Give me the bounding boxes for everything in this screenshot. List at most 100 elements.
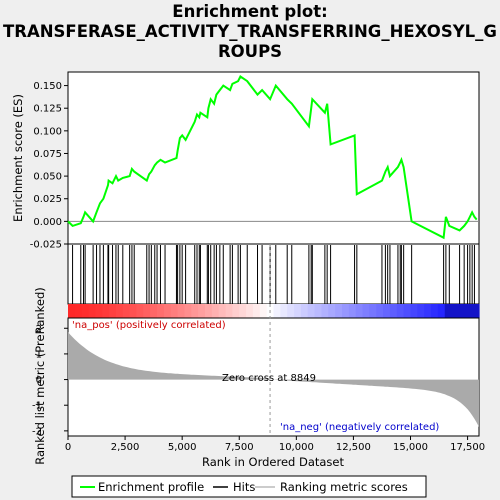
x-axis-label: Rank in Ordered Dataset bbox=[202, 455, 345, 469]
color-bar-segment bbox=[191, 304, 199, 318]
x-tick-label: 10,000 bbox=[279, 442, 314, 453]
color-bar-segment bbox=[403, 304, 412, 318]
color-bar-segment bbox=[273, 304, 281, 318]
color-bar-segment bbox=[95, 304, 103, 318]
metric-y-tick-label: 2 bbox=[36, 324, 42, 335]
color-bar-segment bbox=[369, 304, 377, 318]
color-bar-segment bbox=[239, 304, 247, 318]
color-bar-segment bbox=[246, 304, 254, 318]
es-y-tick-label: 0.000 bbox=[33, 217, 62, 228]
color-bar-segment bbox=[431, 304, 439, 318]
color-bar-segment bbox=[376, 304, 384, 318]
metric-y-tick-label: 0 bbox=[36, 375, 42, 386]
color-bar-segment bbox=[225, 304, 233, 318]
color-bar-segment bbox=[129, 304, 138, 318]
color-bar-segment bbox=[74, 304, 83, 318]
color-bar-segment bbox=[307, 304, 316, 318]
color-bar-segment bbox=[451, 304, 460, 318]
color-bar-segment bbox=[287, 304, 295, 318]
color-bar-segment bbox=[218, 304, 227, 318]
ranking-color-bar bbox=[68, 304, 480, 318]
color-bar-segment bbox=[150, 304, 158, 318]
x-tick-label: 17,500 bbox=[450, 442, 485, 453]
x-tick-label: 12,500 bbox=[336, 442, 371, 453]
color-bar-segment bbox=[335, 304, 343, 318]
metric-y-tick-label: 1 bbox=[36, 349, 42, 360]
color-bar-segment bbox=[348, 304, 357, 318]
metric-y-axis-label: Ranked list metric (PreRanked) bbox=[33, 287, 47, 465]
color-bar-segment bbox=[465, 304, 473, 318]
color-bar-segment bbox=[88, 304, 96, 318]
color-bar-segment bbox=[472, 304, 480, 318]
pos-label: 'na_pos' (positively correlated) bbox=[72, 320, 226, 331]
x-axis: 0 2,500 5,000 7,500 10,000 12,500 15,000 17,500 bbox=[65, 436, 485, 453]
color-bar-segment bbox=[109, 304, 117, 318]
ranking-metric-area bbox=[68, 332, 479, 427]
x-tick-label: 2,500 bbox=[111, 442, 140, 453]
es-y-tick-label: 0.150 bbox=[33, 81, 62, 92]
color-bar-segment bbox=[211, 304, 220, 318]
color-bar-segment bbox=[396, 304, 405, 318]
hits-panel bbox=[67, 243, 480, 305]
neg-label: 'na_neg' (negatively correlated) bbox=[280, 422, 439, 433]
title-line-2: TRANSFERASE_ACTIVITY_TRANSFERRING_HEXOSY… bbox=[3, 22, 497, 41]
color-bar-segment bbox=[259, 304, 268, 318]
color-bar-segment bbox=[163, 304, 172, 318]
color-bar-segment bbox=[205, 304, 213, 318]
color-bar-segment bbox=[389, 304, 398, 318]
legend-box bbox=[71, 475, 427, 498]
color-bar-segment bbox=[437, 304, 446, 318]
enrichment-profile-line bbox=[67, 75, 478, 240]
metric-y-tick-label: -1 bbox=[32, 401, 42, 412]
legend-metric-label: Ranking metric scores bbox=[280, 480, 408, 494]
es-y-tick-label: -0.025 bbox=[30, 240, 62, 251]
color-bar-segment bbox=[177, 304, 186, 318]
color-bar-segment bbox=[68, 304, 76, 318]
es-y-tick-label: 0.125 bbox=[33, 104, 62, 115]
color-bar-segment bbox=[170, 304, 179, 318]
chart-title: Enrichment plot: TRANSFERASE_ACTIVITY_TR… bbox=[0, 2, 500, 62]
color-bar-segment bbox=[294, 304, 302, 318]
metric-y-axis: 2 1 0 -1 -2 bbox=[32, 324, 68, 437]
color-bar-segment bbox=[280, 304, 288, 318]
color-bar-segment bbox=[122, 304, 131, 318]
hit-marks bbox=[72, 245, 475, 304]
x-tick-label: 15,000 bbox=[393, 442, 428, 453]
es-y-axis-label: Enrichment score (ES) bbox=[11, 94, 25, 222]
color-bar-segment bbox=[184, 304, 192, 318]
es-y-tick-label: 0.025 bbox=[33, 194, 62, 205]
legend-hits-label: Hits bbox=[233, 480, 255, 494]
color-bar-segment bbox=[458, 304, 466, 318]
color-bar-segment bbox=[102, 304, 110, 318]
color-bar-segment bbox=[342, 304, 350, 318]
color-bar-segment bbox=[410, 304, 418, 318]
color-bar-segment bbox=[232, 304, 240, 318]
color-bar-segment bbox=[417, 304, 425, 318]
color-bar-segment bbox=[383, 304, 391, 318]
color-bar-segment bbox=[362, 304, 370, 318]
color-bar-segment bbox=[198, 304, 206, 318]
color-bar-segment bbox=[328, 304, 336, 318]
color-bar-segment bbox=[157, 304, 165, 318]
es-panel bbox=[67, 71, 480, 245]
color-bar-segment bbox=[300, 304, 309, 318]
color-bar-segment bbox=[81, 304, 90, 318]
color-bar-segment bbox=[321, 304, 329, 318]
legend-profile-label: Enrichment profile bbox=[98, 480, 204, 494]
color-bar-segment bbox=[252, 304, 261, 318]
color-bar-segment bbox=[143, 304, 151, 318]
title-line-1: Enrichment plot: bbox=[172, 2, 328, 21]
es-y-tick-label: 0.100 bbox=[33, 126, 62, 137]
es-y-tick-label: 0.075 bbox=[33, 149, 62, 160]
color-bar-segment bbox=[444, 304, 453, 318]
x-tick-label: 7,500 bbox=[225, 442, 254, 453]
color-bar-segment bbox=[314, 304, 323, 318]
es-y-tick-label: 0.050 bbox=[33, 172, 62, 183]
title-line-3: ROUPS bbox=[217, 42, 283, 61]
color-bar-segment bbox=[355, 304, 364, 318]
color-bar-segment bbox=[424, 304, 432, 318]
color-bar-segment bbox=[115, 304, 124, 318]
x-tick-label: 5,000 bbox=[168, 442, 197, 453]
metric-y-tick-label: -2 bbox=[32, 426, 42, 437]
